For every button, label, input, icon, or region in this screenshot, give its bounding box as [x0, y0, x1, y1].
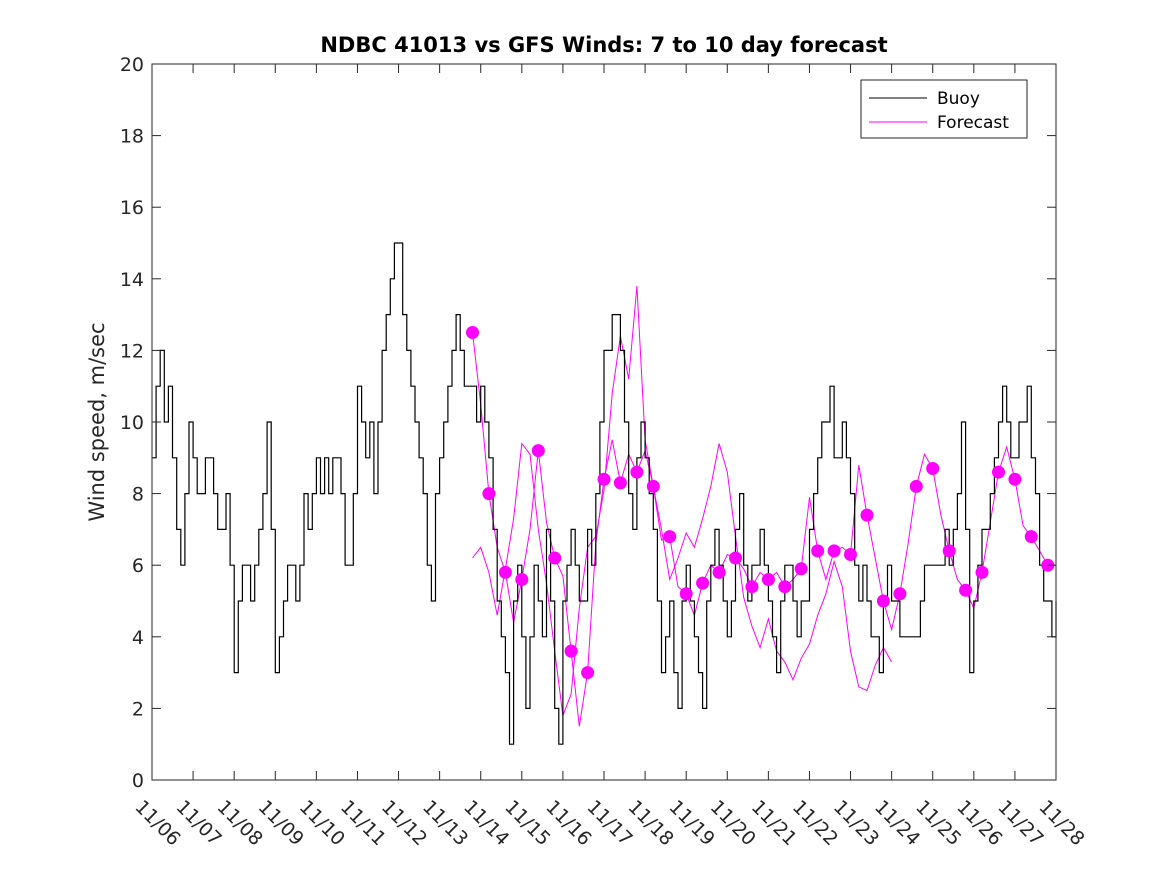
forecast-point-marker: [811, 544, 825, 558]
forecast-point-marker: [597, 472, 611, 486]
forecast-point-marker: [515, 573, 529, 586]
y-axis: 0 2 4 6 8 10 12 14 16 18 20: [120, 54, 1056, 792]
y-tick-label: 16: [120, 197, 144, 219]
forecast-series-line: [472, 285, 893, 716]
forecast-point-marker: [696, 576, 710, 590]
y-tick-label: 2: [132, 698, 144, 720]
forecast-point-marker: [926, 462, 940, 475]
legend-forecast-label: Forecast: [937, 113, 1009, 133]
legend: Buoy Forecast: [860, 79, 1028, 139]
y-tick-label: 10: [120, 412, 144, 434]
forecast-point-marker: [1008, 472, 1022, 486]
buoy-series-group: [152, 242, 1057, 745]
y-tick-label: 12: [120, 340, 144, 362]
forecast-point-marker: [548, 551, 562, 565]
forecast-point-marker: [778, 580, 792, 594]
forecast-point-marker: [466, 326, 479, 339]
buoy-series-line: [152, 242, 1057, 745]
forecast-point-marker: [827, 544, 841, 558]
forecast-point-marker: [531, 444, 545, 458]
forecast-point-marker: [564, 644, 578, 658]
y-tick-label: 0: [132, 770, 144, 792]
forecast-point-marker: [613, 476, 627, 490]
forecast-point-marker: [794, 562, 808, 576]
forecast-point-marker: [498, 565, 512, 579]
forecast-point-marker: [942, 544, 956, 558]
chart-title: NDBC 41013 vs GFS Winds: 7 to 10 day for…: [320, 33, 887, 57]
y-tick-label: 18: [120, 126, 144, 148]
legend-box: [860, 79, 1028, 139]
forecast-point-marker: [992, 465, 1005, 479]
forecast-point-marker: [893, 587, 907, 601]
forecast-point-marker: [1024, 530, 1038, 544]
forecast-point-marker: [646, 479, 660, 493]
forecast-point-marker: [581, 666, 595, 680]
y-tick-label: 20: [120, 54, 144, 76]
forecast-point-marker: [482, 487, 496, 501]
forecast-point-marker: [630, 465, 644, 479]
forecast-point-marker: [679, 587, 693, 601]
forecast-point-marker: [909, 479, 923, 493]
forecast-point-marker: [860, 508, 874, 522]
legend-buoy-label: Buoy: [937, 89, 980, 109]
forecast-point-marker: [745, 580, 759, 594]
forecast-point-marker: [729, 551, 742, 565]
y-tick-label: 6: [132, 555, 144, 577]
forecast-point-marker: [663, 530, 677, 544]
y-tick-label: 14: [120, 269, 144, 291]
forecast-point-marker: [844, 548, 857, 561]
forecast-point-marker: [712, 565, 726, 579]
forecast-point-marker: [975, 565, 989, 579]
y-tick-label: 8: [132, 484, 144, 506]
forecast-markers-group: [466, 326, 1055, 680]
forecast-point-marker: [959, 583, 973, 597]
y-tick-label: 4: [132, 627, 144, 649]
y-axis-label: Wind speed, m/sec: [85, 322, 109, 521]
forecast-point-marker: [761, 573, 775, 586]
forecast-point-marker: [876, 594, 890, 608]
